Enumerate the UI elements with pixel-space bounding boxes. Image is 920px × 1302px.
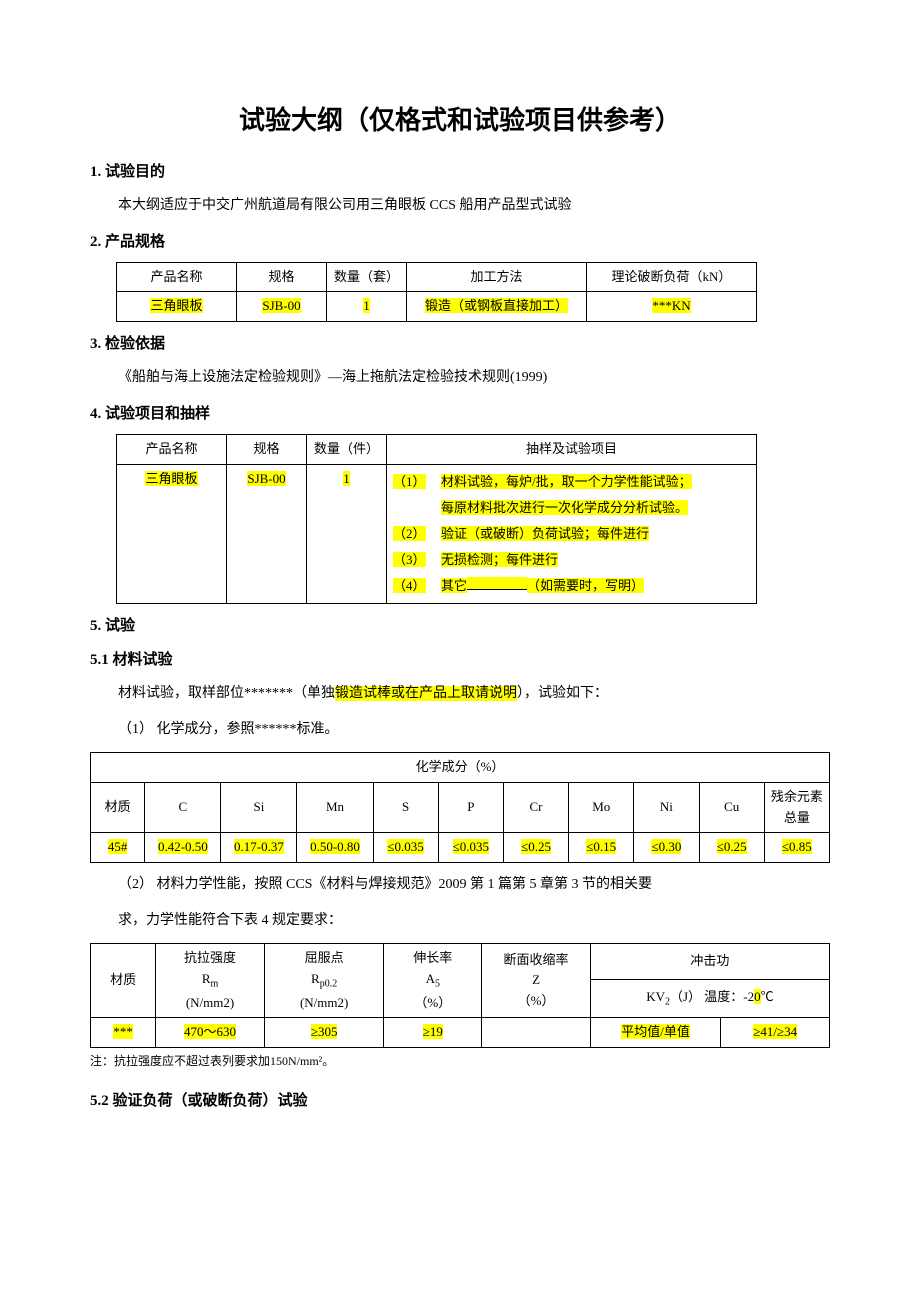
- item-text: （如需要时，写明）: [527, 578, 644, 593]
- sec2-heading: 2. 产品规格: [90, 230, 830, 254]
- th-elong: 伸长率 A5 （%）: [384, 944, 482, 1018]
- sec1-text: 本大纲适应于中交广州航道局有限公司用三角眼板 CCS 船用产品型式试验: [90, 192, 830, 220]
- cell: 0.17-0.37: [234, 839, 284, 854]
- cell-spec: SJB-00: [247, 471, 285, 486]
- item-num: （3）: [393, 552, 426, 567]
- table-header-row: 产品名称 规格 数量（件） 抽样及试验项目: [117, 435, 757, 465]
- intro-a: 材料试验，取样部位*******（单独: [118, 686, 335, 701]
- sec3-heading: 3. 检验依据: [90, 332, 830, 356]
- cell: ≤0.30: [651, 839, 681, 854]
- th: 产品名称: [117, 262, 237, 292]
- cell: ≤0.85: [782, 839, 812, 854]
- item-num: （1）: [393, 474, 426, 489]
- sec51-p2a: （2） 材料力学性能，按照 CCS《材料与焊接规范》2009 第 1 篇第 5 …: [118, 871, 830, 899]
- intro-hl: 锻造试棒或在产品上取请说明: [335, 686, 517, 701]
- mech-note: 注：抗拉强度应不超过表列要求加150N/mm²。: [90, 1052, 830, 1071]
- th: Si: [221, 782, 297, 833]
- chem-title: 化学成分（%）: [91, 752, 830, 782]
- th: 材质: [91, 782, 145, 833]
- cell: ≤0.25: [521, 839, 551, 854]
- th-impact: 冲击功: [590, 944, 829, 979]
- th: 数量（件）: [307, 435, 387, 465]
- cell: ≤0.035: [387, 839, 423, 854]
- cell-spec: SJB-00: [262, 298, 300, 313]
- sec4-heading: 4. 试验项目和抽样: [90, 402, 830, 426]
- cell-name: 三角眼板: [150, 298, 202, 313]
- cell-load: ***KN: [652, 298, 690, 313]
- cell: 0.50-0.80: [310, 839, 360, 854]
- item-text: 无损检测；每件进行: [441, 552, 558, 567]
- table-header-row: 材质 C Si Mn S P Cr Mo Ni Cu 残余元素总量: [91, 782, 830, 833]
- sec3-text: 《船舶与海上设施法定检验规则》—海上拖航法定检验技术规则(1999): [90, 364, 830, 392]
- th: 理论破断负荷（kN）: [587, 262, 757, 292]
- document-title: 试验大纲（仅格式和试验项目供参考）: [90, 100, 830, 142]
- table-row: 45# 0.42-0.50 0.17-0.37 0.50-0.80 ≤0.035…: [91, 833, 830, 863]
- th: 产品名称: [117, 435, 227, 465]
- cell: ≥19: [423, 1024, 443, 1039]
- sampling-table: 产品名称 规格 数量（件） 抽样及试验项目 三角眼板 SJB-00 1 （1） …: [116, 434, 757, 604]
- sec5-heading: 5. 试验: [90, 614, 830, 638]
- item-text: 其它: [441, 578, 467, 593]
- mech-table: 材质 抗拉强度 Rm (N/mm2) 屈服点 Rp0.2 (N/mm2) 伸长率…: [90, 943, 830, 1048]
- cell: ≤0.15: [586, 839, 616, 854]
- th: 规格: [227, 435, 307, 465]
- blank-underline: [467, 577, 527, 590]
- item-text: 材料试验，每炉/批，取一个力学性能试验；: [441, 474, 692, 489]
- table-header-row: 材质 抗拉强度 Rm (N/mm2) 屈服点 Rp0.2 (N/mm2) 伸长率…: [91, 944, 830, 979]
- item-text: 每原材料批次进行一次化学成分分析试验。: [441, 500, 688, 515]
- sec1-heading: 1. 试验目的: [90, 160, 830, 184]
- th: Mn: [297, 782, 373, 833]
- th: Ni: [634, 782, 699, 833]
- cell: ≥41/≥34: [753, 1024, 797, 1039]
- cell: 平均值/单值: [621, 1024, 690, 1039]
- th: 数量（套）: [327, 262, 407, 292]
- th-yield: 屈服点 Rp0.2 (N/mm2): [264, 944, 384, 1018]
- th: S: [373, 782, 438, 833]
- cell-method: 锻造（或钢板直接加工）: [425, 298, 568, 313]
- cell: 470～630: [184, 1024, 236, 1039]
- cell-name: 三角眼板: [145, 471, 197, 486]
- table-row: 三角眼板 SJB-00 1 （1） 材料试验，每炉/批，取一个力学性能试验； 每…: [117, 464, 757, 603]
- th: 残余元素总量: [764, 782, 829, 833]
- th: 规格: [237, 262, 327, 292]
- th: 抽样及试验项目: [387, 435, 757, 465]
- th: Cu: [699, 782, 764, 833]
- sec51-heading: 5.1 材料试验: [90, 648, 830, 672]
- sec51-p1: （1） 化学成分，参照******标准。: [118, 716, 830, 744]
- item-text: 验证（或破断）负荷试验；每件进行: [441, 526, 649, 541]
- cell: ≤0.035: [453, 839, 489, 854]
- item-num: （2）: [393, 526, 426, 541]
- th: P: [438, 782, 503, 833]
- cell: 45#: [108, 839, 128, 854]
- product-spec-table: 产品名称 规格 数量（套） 加工方法 理论破断负荷（kN） 三角眼板 SJB-0…: [116, 262, 757, 323]
- cell: ≤0.25: [717, 839, 747, 854]
- table-row: *** 470～630 ≥305 ≥19 平均值/单值 ≥41/≥34: [91, 1018, 830, 1048]
- th: 加工方法: [407, 262, 587, 292]
- table-row: 三角眼板 SJB-00 1 锻造（或钢板直接加工） ***KN: [117, 292, 757, 322]
- th: Cr: [503, 782, 568, 833]
- table-header-row: 产品名称 规格 数量（套） 加工方法 理论破断负荷（kN）: [117, 262, 757, 292]
- cell-qty: 1: [363, 298, 370, 313]
- cell: ≥305: [311, 1024, 338, 1039]
- th: C: [145, 782, 221, 833]
- cell: 0.42-0.50: [158, 839, 208, 854]
- th-tensile: 抗拉强度 Rm (N/mm2): [156, 944, 265, 1018]
- th-reduction: 断面收缩率 Z （%）: [482, 944, 591, 1018]
- sec52-heading: 5.2 验证负荷（或破断负荷）试验: [90, 1089, 830, 1113]
- sec51-intro: 材料试验，取样部位*******（单独锻造试棒或在产品上取请说明），试验如下：: [90, 680, 830, 708]
- intro-b: ），试验如下：: [517, 686, 608, 701]
- sec51-p2b: 求，力学性能符合下表 4 规定要求：: [118, 907, 830, 935]
- th: Mo: [569, 782, 634, 833]
- cell-qty: 1: [343, 471, 350, 486]
- th-impact-sub: KV2（J） 温度：-20℃: [590, 979, 829, 1018]
- sampling-items-cell: （1） 材料试验，每炉/批，取一个力学性能试验； 每原材料批次进行一次化学成分分…: [387, 464, 757, 603]
- chem-table: 化学成分（%） 材质 C Si Mn S P Cr Mo Ni Cu 残余元素总…: [90, 752, 830, 863]
- th-material: 材质: [91, 944, 156, 1018]
- cell: ***: [113, 1024, 133, 1039]
- item-num: （4）: [393, 578, 426, 593]
